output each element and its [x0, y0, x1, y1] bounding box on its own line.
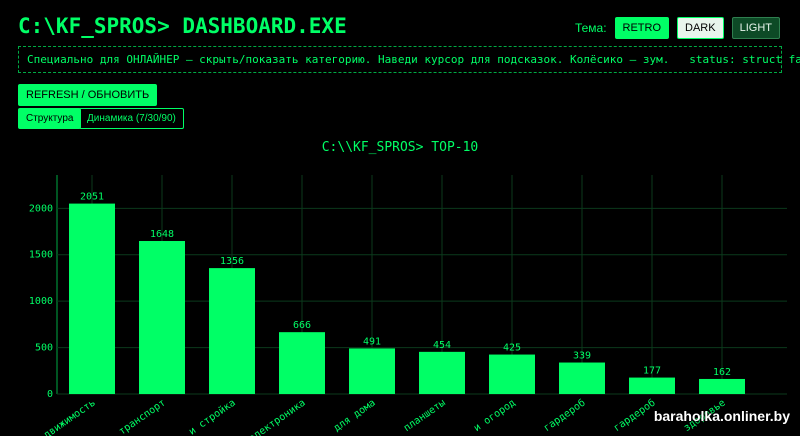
- app-title: C:\KF_SPROS> DASHBOARD.EXE: [18, 14, 347, 38]
- value-label: 425: [503, 343, 521, 354]
- value-label: 666: [293, 320, 311, 331]
- bar: [419, 351, 465, 394]
- bar: [629, 377, 675, 394]
- bar: [489, 354, 535, 394]
- y-tick-label: 1000: [29, 296, 53, 307]
- x-tick-label: электроника: [247, 397, 308, 436]
- value-label: 454: [433, 340, 451, 351]
- theme-button[interactable]: RETRO: [614, 17, 670, 39]
- tab[interactable]: Динамика (7/30/90): [79, 108, 184, 129]
- x-tick-label: гардероб: [611, 397, 657, 434]
- info-bar: Специально для ОНЛАЙНЕР — скрыть/показат…: [18, 46, 800, 73]
- bar: [349, 348, 395, 394]
- theme-button[interactable]: DARK: [677, 17, 724, 39]
- bar: [279, 332, 325, 394]
- bar: [559, 362, 605, 394]
- value-label: 1648: [150, 229, 174, 240]
- value-label: 2051: [80, 192, 104, 203]
- value-label: 162: [713, 367, 731, 378]
- value-label: 1356: [220, 256, 244, 267]
- bar: [699, 378, 745, 394]
- x-tick-label: планшеты: [402, 397, 448, 434]
- value-label: 339: [573, 351, 591, 362]
- x-tick-label: для дома: [332, 397, 378, 434]
- bar: [69, 203, 115, 394]
- x-tick-label: гардероб: [541, 397, 587, 434]
- theme-button[interactable]: LIGHT: [731, 17, 780, 39]
- chart-title: C:\\KF_SPROS> TOP-10: [322, 140, 479, 155]
- theme-switcher: Тема: RETRO DARK LIGHT: [575, 17, 780, 39]
- x-tick-label: транспорт: [117, 397, 168, 436]
- y-tick-label: 1500: [29, 250, 53, 261]
- x-tick-label: и огород: [472, 397, 518, 434]
- value-label: 491: [363, 336, 381, 347]
- theme-label: Тема:: [574, 21, 607, 35]
- x-tick-label: и стройка: [186, 397, 237, 436]
- y-tick-label: 2000: [29, 203, 53, 214]
- refresh-button[interactable]: REFRESH / ОБНОВИТЬ: [18, 84, 158, 106]
- bar: [209, 268, 255, 394]
- watermark: baraholka.onliner.by: [653, 408, 790, 424]
- y-tick-label: 0: [47, 389, 53, 400]
- bar: [139, 241, 185, 394]
- value-label: 177: [643, 366, 661, 377]
- tab[interactable]: Структура: [18, 108, 82, 129]
- y-tick-label: 500: [35, 343, 53, 354]
- x-tick-label: движимость: [42, 397, 98, 436]
